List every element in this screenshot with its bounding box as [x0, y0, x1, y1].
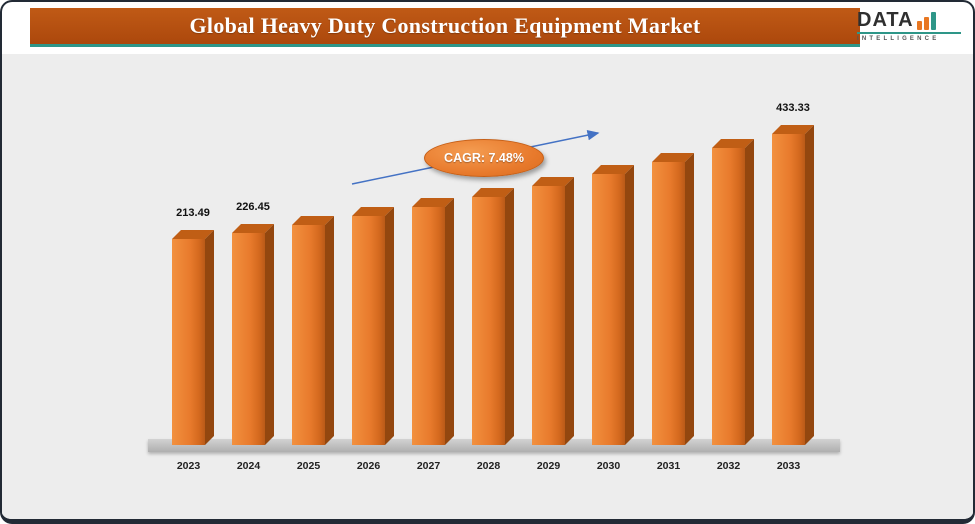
bar-side-face	[565, 177, 574, 445]
x-axis-label-2028: 2028	[476, 460, 501, 472]
bar-front-face	[232, 233, 265, 445]
bar-2026	[352, 207, 394, 445]
bar-front-face	[352, 216, 385, 445]
bar-side-face	[505, 188, 514, 445]
datam-intelligence-logo: DATA INTELLIGENCE	[857, 10, 961, 42]
logo-tagline: INTELLIGENCE	[857, 36, 940, 42]
bar-side-face	[445, 198, 454, 445]
x-axis-label-2030: 2030	[596, 460, 621, 472]
bar-side-face	[265, 224, 274, 445]
x-axis-label-2024: 2024	[236, 460, 261, 472]
bar-2033	[772, 125, 814, 445]
bar-side-face	[745, 139, 754, 445]
bar-side-face	[685, 153, 694, 445]
bar-front-face	[472, 197, 505, 445]
logo-underline	[857, 32, 961, 34]
page-title: Global Heavy Duty Construction Equipment…	[189, 13, 701, 38]
bar-front-face	[172, 239, 205, 445]
bar-front-face	[652, 162, 685, 445]
bar-2029	[532, 177, 574, 445]
bar-front-face	[412, 207, 445, 445]
logo-text: DATA	[857, 9, 914, 31]
bar-2027	[412, 198, 454, 445]
header-band: Global Heavy Duty Construction Equipment…	[30, 8, 860, 47]
bar-chart-plot-area: CAGR: 7.48% 2023 213.49 2024 226.45 2025 2026…	[2, 54, 973, 519]
x-axis-label-2029: 2029	[536, 460, 561, 472]
bar-front-face	[712, 148, 745, 445]
bar-2032	[712, 139, 754, 445]
bar-chart-logo-icon	[916, 12, 936, 30]
cagr-annotation: CAGR: 7.48%	[424, 139, 544, 177]
bar-2030	[592, 165, 634, 445]
bar-front-face	[772, 134, 805, 445]
bar-side-face	[385, 207, 394, 445]
x-axis-label-2023: 2023	[176, 460, 201, 472]
cagr-annotation-label: CAGR: 7.48%	[444, 151, 524, 165]
bar-side-face	[625, 165, 634, 445]
x-axis-label-2025: 2025	[296, 460, 321, 472]
bar-2024	[232, 224, 274, 445]
bar-2023	[172, 230, 214, 445]
bar-2028	[472, 188, 514, 445]
bar-2025	[292, 216, 334, 445]
bar-side-face	[805, 125, 814, 445]
x-axis-label-2032: 2032	[716, 460, 741, 472]
bar-side-face	[325, 216, 334, 445]
bar-front-face	[592, 174, 625, 445]
bar-front-face	[292, 225, 325, 445]
value-label-2024: 226.45	[236, 201, 270, 213]
value-label-2033: 433.33	[776, 102, 810, 114]
x-axis-label-2033: 2033	[776, 460, 801, 472]
x-axis-label-2031: 2031	[656, 460, 681, 472]
bar-side-face	[205, 230, 214, 445]
bar-2031	[652, 153, 694, 445]
x-axis-label-2027: 2027	[416, 460, 441, 472]
bar-front-face	[532, 186, 565, 445]
value-label-2023: 213.49	[176, 207, 210, 219]
x-axis-label-2026: 2026	[356, 460, 381, 472]
